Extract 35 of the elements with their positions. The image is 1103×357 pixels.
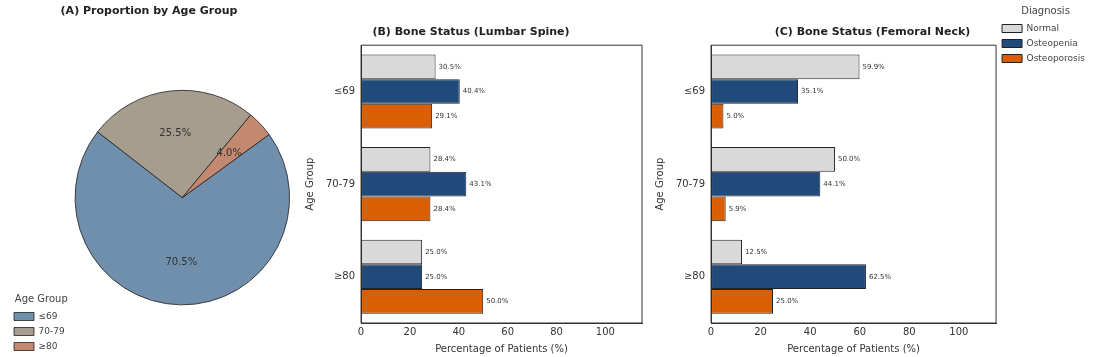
y-tick-label: ≤69 (683, 85, 706, 97)
x-axis-title: Percentage of Patients (%) (435, 342, 569, 354)
x-tick-label: 60 (853, 325, 867, 337)
chart-title: (C) Bone Status (Femoral Neck) (774, 25, 971, 39)
y-axis-title: Age Group (653, 157, 665, 211)
x-axis-title: Percentage of Patients (%) (787, 342, 921, 354)
chart-title: (B) Bone Status (Lumbar Spine) (372, 25, 570, 39)
x-tick-label: 100 (949, 325, 969, 337)
legend-label: Osteoporosis (1026, 52, 1086, 63)
legend-title: Age Group (14, 292, 68, 304)
y-tick-label: ≥80 (683, 270, 706, 282)
y-tick-label: ≥80 (333, 270, 356, 282)
legend-label: ≥80 (38, 340, 58, 351)
legend-title: Diagnosis (1021, 4, 1070, 16)
x-tick-label: 0 (357, 325, 365, 337)
y-tick-label: 70-79 (326, 177, 356, 189)
y-tick-label: 70-79 (676, 177, 706, 189)
legend-label: ≤69 (38, 310, 58, 321)
chart-title: (A) Proportion by Age Group (60, 4, 238, 18)
legend-label: 70-79 (38, 325, 65, 336)
y-axis-title: Age Group (303, 157, 315, 211)
legend-label: Osteopenia (1026, 37, 1078, 48)
x-tick-label: 0 (707, 325, 715, 337)
y-tick-label: ≤69 (333, 85, 356, 97)
x-tick-label: 80 (902, 325, 916, 337)
data-label: 25.5% (159, 127, 192, 139)
x-tick-label: 60 (501, 325, 514, 337)
legend-label: Normal (1026, 22, 1060, 33)
x-tick-label: 20 (403, 325, 417, 337)
x-tick-label: 80 (550, 325, 563, 337)
data-label: 70.5% (165, 255, 198, 267)
x-tick-label: 100 (595, 325, 615, 337)
x-tick-label: 20 (754, 325, 767, 337)
x-tick-label: 40 (803, 325, 817, 337)
x-tick-label: 40 (452, 325, 466, 337)
